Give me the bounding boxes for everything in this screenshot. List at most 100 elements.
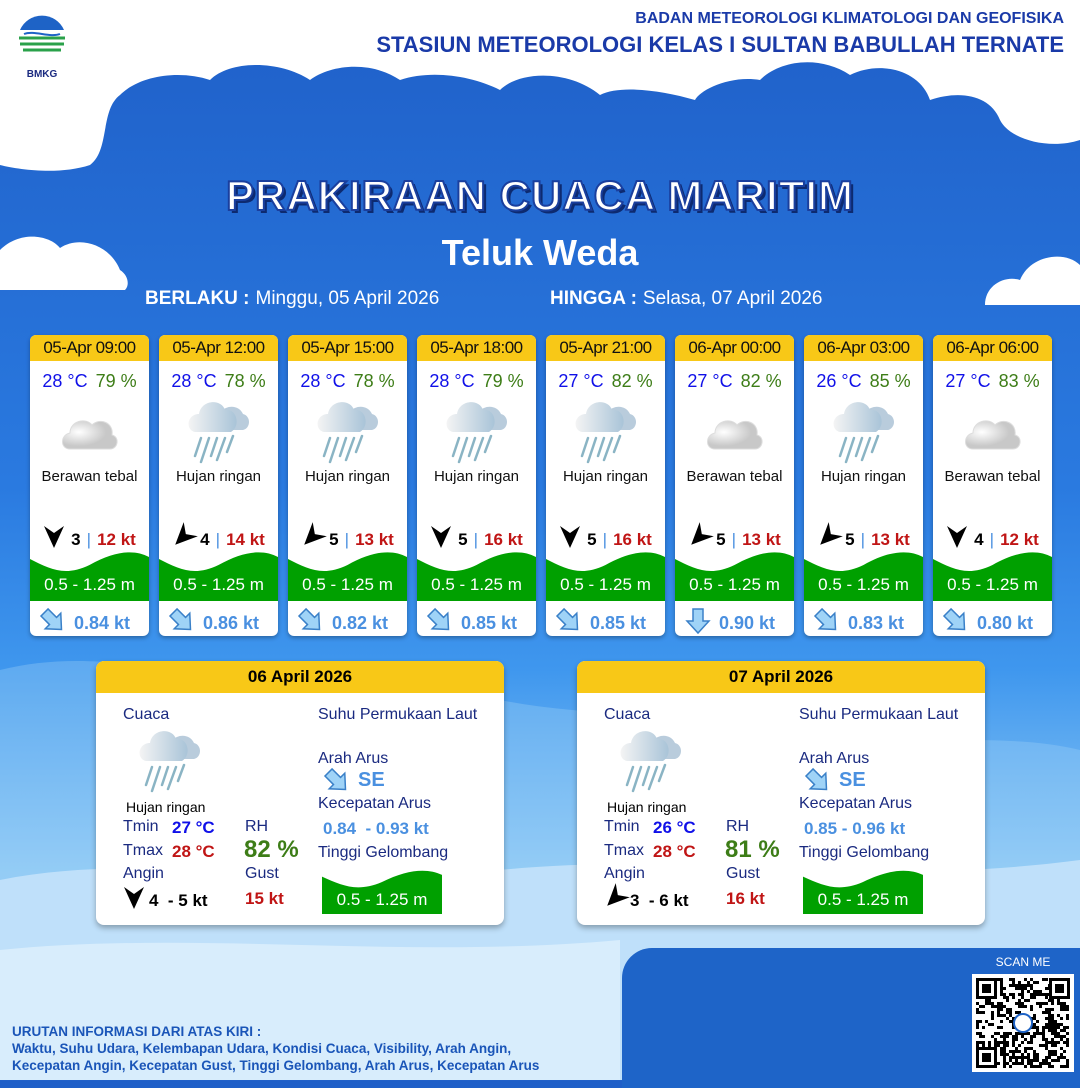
page-title: PRAKIRAAN CUACA MARITIM	[225, 171, 855, 220]
bmkg-logo: BMKG	[14, 12, 70, 80]
tmax-label: Tmax	[604, 842, 644, 859]
arah-label: Arah Arus	[318, 750, 389, 767]
humidity: 78 %	[353, 371, 395, 391]
valid-to-date: Selasa, 07 April 2026	[642, 288, 823, 309]
wind-speed: 4	[974, 529, 984, 549]
tmax-value: 28 °C	[653, 842, 696, 861]
daily-wind: 3 - 6 kt	[630, 890, 689, 910]
temperature: 27 °C	[945, 371, 991, 391]
wave-icon	[803, 866, 923, 914]
wave-icon	[546, 547, 665, 601]
wind-speed: 5	[845, 529, 855, 549]
rain-icon	[159, 396, 278, 466]
daily-date: 06 April 2026	[96, 661, 504, 693]
forecast-card: 05-Apr 12:00 28 °C 78 % Hujan ringan 4 | 14…	[159, 335, 278, 636]
gust-speed: 12 kt	[1000, 529, 1039, 549]
current-direction-icon	[683, 607, 713, 636]
humidity: 85 %	[869, 371, 911, 391]
gust-speed: 13 kt	[742, 529, 781, 549]
cloud-decoration	[985, 256, 1080, 305]
gust-label: Gust	[245, 865, 279, 882]
weather-condition: Hujan ringan	[433, 468, 520, 485]
current-direction: SE	[839, 769, 866, 791]
scan-me-label: SCAN ME	[995, 955, 1051, 969]
daily-rh: 82 %	[244, 836, 299, 863]
temperature: 27 °C	[687, 371, 733, 391]
current-speed-range: 0.85 - 0.96 kt	[804, 819, 906, 838]
wave-icon	[804, 547, 923, 601]
weather-condition: Hujan ringan	[175, 468, 262, 485]
forecast-time: 05-Apr 12:00	[159, 335, 278, 361]
wave-height: 0.5 - 1.25 m	[818, 575, 909, 594]
valid-from-date: Minggu, 05 April 2026	[255, 288, 440, 309]
current-speed: 0.85 kt	[461, 613, 518, 633]
valid-to-label: HINGGA :	[550, 288, 637, 309]
current-direction-icon	[167, 607, 197, 636]
location-title: Teluk Weda	[441, 232, 639, 273]
daily-summary-panel: 07 April 2026 Cuaca Suhu Permukaan Laut H…	[577, 661, 985, 925]
cuaca-label: Cuaca	[604, 706, 651, 723]
rain-icon	[288, 396, 407, 466]
humidity: 79 %	[482, 371, 524, 391]
current-speed: 0.84 kt	[74, 613, 131, 633]
tinggi-label: Tinggi Gelombang	[799, 844, 930, 861]
arah-label: Arah Arus	[799, 750, 870, 767]
temperature: 26 °C	[816, 371, 862, 391]
humidity: 79 %	[95, 371, 137, 391]
daily-gust: 15 kt	[245, 889, 284, 908]
temperature: 28 °C	[171, 371, 217, 391]
tmin-value: 26 °C	[653, 818, 696, 837]
cloudy-icon	[933, 396, 1052, 466]
daily-date: 07 April 2026	[577, 661, 985, 693]
temperature: 27 °C	[558, 371, 604, 391]
top-cloud-banner	[0, 0, 1080, 171]
cuaca-label: Cuaca	[123, 706, 170, 723]
gust-speed: 16 kt	[613, 529, 652, 549]
wind-direction-icon	[430, 525, 452, 554]
current-direction-icon	[812, 607, 842, 636]
wave-icon	[417, 547, 536, 601]
wave-height: 0.5 - 1.25 m	[560, 575, 651, 594]
tmax-value: 28 °C	[172, 842, 215, 861]
daily-wind: 4 - 5 kt	[149, 890, 208, 910]
current-direction-icon	[554, 607, 584, 636]
temperature: 28 °C	[429, 371, 475, 391]
weather-condition: Hujan ringan	[562, 468, 649, 485]
current-direction-icon	[425, 607, 455, 636]
wind-speed: 4	[200, 529, 210, 549]
current-speed: 0.85 kt	[590, 613, 647, 633]
gust-speed: 13 kt	[871, 529, 910, 549]
wave-height: 0.5 - 1.25 m	[336, 890, 428, 909]
valid-to: HINGGA : Selasa, 07 April 2026	[550, 288, 822, 310]
wave-height: 0.5 - 1.25 m	[817, 890, 909, 909]
qr-code[interactable]	[972, 974, 1074, 1072]
kecepatan-label: Kecepatan Arus	[799, 795, 912, 812]
cloudy-icon	[30, 396, 149, 466]
cloud-decoration	[0, 236, 128, 290]
tinggi-label: Tinggi Gelombang	[318, 844, 449, 861]
current-speed-range: 0.84 - 0.93 kt	[323, 819, 429, 838]
daily-rh: 81 %	[725, 836, 780, 863]
current-direction-icon	[38, 607, 68, 636]
current-direction: SE	[358, 769, 385, 791]
forecast-time: 06-Apr 06:00	[933, 335, 1052, 361]
gust-label: Gust	[726, 865, 760, 882]
wave-icon	[322, 866, 442, 914]
wave-height: 0.5 - 1.25 m	[431, 575, 522, 594]
rain-icon	[619, 725, 683, 800]
forecast-card: 05-Apr 21:00 27 °C 82 % Hujan ringan 5 | 16…	[546, 335, 665, 636]
weather-condition: Berawan tebal	[686, 468, 783, 485]
wind-direction-icon	[946, 525, 968, 554]
forecast-card: 05-Apr 15:00 28 °C 78 % Hujan ringan 5 | 13…	[288, 335, 407, 636]
forecast-time: 05-Apr 21:00	[546, 335, 665, 361]
logo-text: BMKG	[26, 69, 58, 80]
wave-height: 0.5 - 1.25 m	[173, 575, 264, 594]
temperature: 28 °C	[300, 371, 346, 391]
wind-direction-icon	[559, 525, 581, 554]
current-speed: 0.86 kt	[203, 613, 260, 633]
rain-icon	[417, 396, 536, 466]
footer-line: Waktu, Suhu Udara, Kelembapan Udara, Kon…	[12, 1041, 512, 1056]
wind-direction-icon	[688, 522, 715, 554]
gust-speed: 16 kt	[484, 529, 523, 549]
wind-direction-icon	[43, 525, 65, 554]
